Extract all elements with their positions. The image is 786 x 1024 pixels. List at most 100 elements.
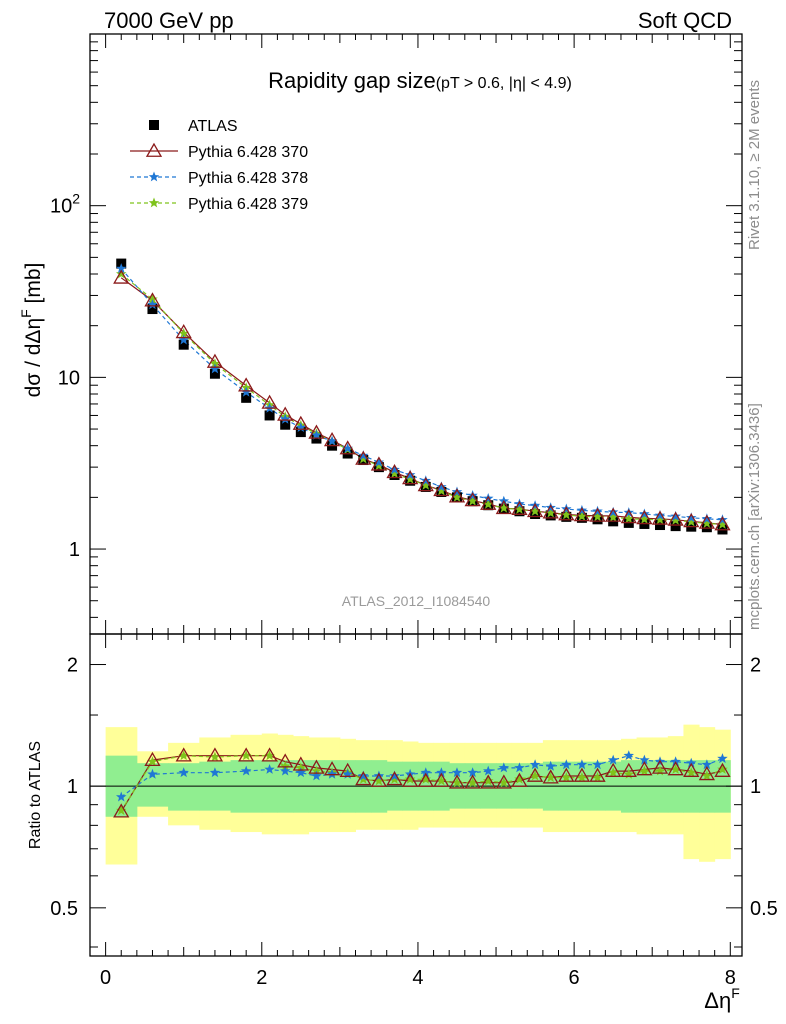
ratio-point-pythia-6-428-379 xyxy=(576,772,588,783)
analysis-watermark: ATLAS_2012_I1084540 xyxy=(342,593,491,609)
legend-marker-pythia-6-428-370 xyxy=(145,142,163,157)
ratio-point-pythia-6-428-378 xyxy=(295,767,307,778)
main-point-pythia-6-428-379 xyxy=(436,485,447,496)
ratio-point-pythia-6-428-379 xyxy=(451,777,463,788)
x-tick-label: 0 xyxy=(100,967,111,989)
ratio-point-pythia-6-428-379 xyxy=(529,770,541,781)
ratio-point-pythia-6-428-379 xyxy=(116,805,127,816)
ratio-point-pythia-6-428-379 xyxy=(561,772,572,783)
ratio-point-pythia-6-428-378 xyxy=(420,767,431,778)
ratio-point-pythia-6-428-378 xyxy=(451,767,463,778)
ratio-point-pythia-6-428-378 xyxy=(436,767,447,778)
ratio-y-tick-label-right: 0.5 xyxy=(750,898,778,920)
legend-label-pythia-6-428-370: Pythia 6.428 370 xyxy=(188,144,308,161)
ratio-point-pythia-6-428-378 xyxy=(311,770,322,781)
main-point-pythia-6-428-370 xyxy=(386,463,403,479)
main-point-atlas xyxy=(545,510,556,521)
main-point-pythia-6-428-379 xyxy=(717,519,728,529)
main-point-pythia-6-428-378 xyxy=(701,513,713,524)
ratio-point-pythia-6-428-378 xyxy=(116,791,127,802)
main-point-pythia-6-428-378 xyxy=(639,508,650,519)
ratio-point-pythia-6-428-370 xyxy=(433,772,450,787)
ratio-point-pythia-6-428-370 xyxy=(355,770,372,786)
main-point-pythia-6-428-379 xyxy=(639,513,650,524)
main-point-pythia-6-428-378 xyxy=(717,514,728,525)
main-point-pythia-6-428-379 xyxy=(404,473,416,484)
main-point-pythia-6-428-378 xyxy=(670,510,681,521)
ratio-point-pythia-6-428-370 xyxy=(386,770,403,786)
ratio-point-pythia-6-428-379 xyxy=(514,773,525,784)
ratio-y-tick-label-right: 1 xyxy=(750,776,761,798)
ratio-point-pythia-6-428-379 xyxy=(389,773,400,784)
main-point-atlas xyxy=(209,368,220,379)
ratio-point-pythia-6-428-378 xyxy=(686,757,697,768)
y-axis-title: dσ / dΔηF [mb] xyxy=(18,263,45,398)
main-point-atlas xyxy=(701,522,712,533)
main-point-pythia-6-428-378 xyxy=(592,505,603,516)
ratio-point-pythia-6-428-370 xyxy=(144,751,161,767)
main-point-pythia-6-428-379 xyxy=(529,505,541,516)
main-point-pythia-6-428-370 xyxy=(448,488,466,503)
main-point-pythia-6-428-378 xyxy=(451,486,463,497)
main-point-pythia-6-428-370 xyxy=(526,502,544,518)
ratio-point-pythia-6-428-379 xyxy=(436,775,447,786)
ratio-point-pythia-6-428-370 xyxy=(605,762,622,777)
main-point-pythia-6-428-370 xyxy=(402,470,419,485)
ratio-point-pythia-6-428-370 xyxy=(589,767,606,782)
ratio-point-pythia-6-428-378 xyxy=(607,754,619,765)
main-point-pythia-6-428-378 xyxy=(373,456,385,467)
ratio-point-pythia-6-428-379 xyxy=(404,773,416,784)
main-point-pythia-6-428-379 xyxy=(592,511,603,522)
main-point-pythia-6-428-378 xyxy=(280,413,291,424)
main-point-pythia-6-428-379 xyxy=(607,511,619,522)
ratio-point-pythia-6-428-370 xyxy=(511,772,528,787)
ratio-point-pythia-6-428-370 xyxy=(620,762,637,777)
ratio-point-pythia-6-428-378 xyxy=(373,770,385,781)
main-point-pythia-6-428-370 xyxy=(339,440,356,455)
main-point-pythia-6-428-379 xyxy=(545,507,556,518)
ratio-point-pythia-6-428-370 xyxy=(238,747,255,762)
ratio-point-pythia-6-428-379 xyxy=(717,764,728,774)
ratio-y-tick-label-right: 2 xyxy=(750,655,761,677)
legend-label-pythia-6-428-379: Pythia 6.428 379 xyxy=(188,196,308,213)
ratio-point-pythia-6-428-379 xyxy=(592,772,603,783)
ratio-point-pythia-6-428-370 xyxy=(542,769,559,784)
main-point-pythia-6-428-370 xyxy=(277,406,294,421)
main-point-pythia-6-428-370 xyxy=(144,292,161,307)
ratio-point-pythia-6-428-370 xyxy=(480,774,497,789)
ratio-point-pythia-6-428-370 xyxy=(667,761,684,776)
ratio-plot-frame xyxy=(89,633,743,957)
ratio-point-pythia-6-428-378 xyxy=(623,750,634,761)
ratio-point-pythia-6-428-370 xyxy=(308,759,325,774)
main-point-pythia-6-428-379 xyxy=(514,504,525,514)
ratio-point-pythia-6-428-370 xyxy=(292,756,309,771)
main-point-pythia-6-428-378 xyxy=(623,507,634,518)
ratio-point-pythia-6-428-378 xyxy=(498,762,510,773)
main-point-pythia-6-428-379 xyxy=(373,460,385,471)
main-point-pythia-6-428-370 xyxy=(542,504,559,519)
ratio-point-pythia-6-428-370 xyxy=(339,762,356,777)
main-point-pythia-6-428-379 xyxy=(670,514,681,525)
main-point-atlas xyxy=(592,514,603,525)
main-point-pythia-6-428-370 xyxy=(113,269,130,284)
ratio-point-pythia-6-428-378 xyxy=(670,756,681,767)
ratio-point-pythia-6-428-379 xyxy=(623,768,634,779)
ratio-point-pythia-6-428-370 xyxy=(714,762,731,777)
ratio-point-pythia-6-428-370 xyxy=(651,759,669,774)
main-point-pythia-6-428-370 xyxy=(651,510,669,525)
main-point-pythia-6-428-379 xyxy=(467,495,478,506)
main-point-pythia-6-428-370 xyxy=(433,481,450,497)
ratio-point-pythia-6-428-379 xyxy=(467,777,478,788)
main-point-pythia-6-428-379 xyxy=(451,491,463,502)
main-point-pythia-6-428-378 xyxy=(420,475,431,486)
y-tick-label: 10 xyxy=(58,367,80,389)
main-point-pythia-6-428-378 xyxy=(576,504,588,515)
main-point-pythia-6-428-378 xyxy=(116,263,127,274)
main-point-atlas xyxy=(530,509,541,519)
ratio-point-pythia-6-428-370 xyxy=(526,767,544,782)
ratio-point-pythia-6-428-379 xyxy=(545,772,556,783)
main-point-pythia-6-428-379 xyxy=(116,268,127,279)
ratio-point-pythia-6-428-378 xyxy=(358,770,369,781)
main-point-pythia-6-428-378 xyxy=(311,429,322,440)
